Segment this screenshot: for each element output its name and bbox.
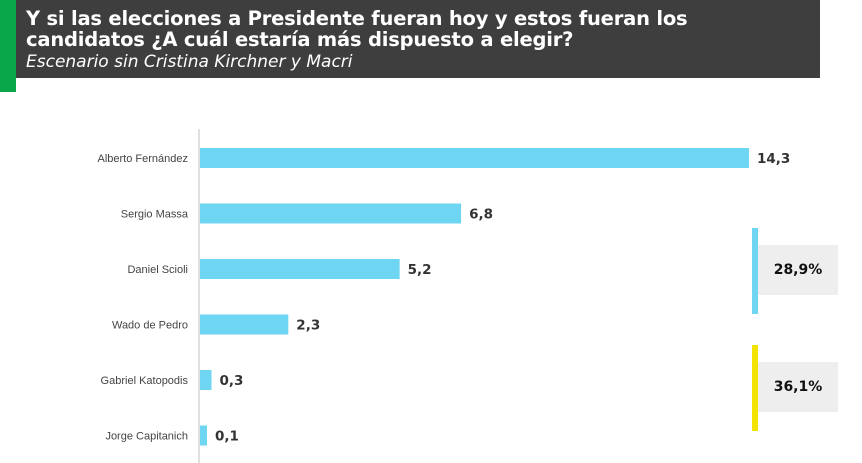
bar [200, 370, 212, 390]
bar [200, 259, 400, 279]
summary-value-yellow: 36,1% [773, 379, 823, 395]
value-label: 5,2 [408, 262, 432, 278]
category-label: Daniel Scioli [127, 264, 188, 276]
chart-subtitle: Escenario sin Cristina Kirchner y Macri [26, 52, 353, 72]
value-label: 0,3 [220, 373, 244, 389]
summary-accent-blue [752, 228, 758, 314]
value-label: 0,1 [215, 429, 239, 445]
value-label: 6,8 [469, 207, 493, 223]
title-line-1: Y si las elecciones a Presidente fueran … [26, 7, 688, 30]
category-label: Jorge Capitanich [105, 431, 188, 443]
category-label: Alberto Fernández [98, 153, 189, 165]
chart-title: Y si las elecciones a Presidente fueran … [26, 8, 820, 50]
bar [200, 314, 289, 335]
summary-box-yellow: 36,1% [752, 362, 838, 412]
category-label: Sergio Massa [121, 209, 189, 221]
bar [200, 203, 462, 224]
summary-box-blue: 28,9% [752, 245, 838, 295]
summary-value-blue: 28,9% [773, 262, 823, 278]
title-line-2: candidatos ¿A cuál estaría más dispuesto… [26, 28, 574, 51]
value-label: 2,3 [296, 318, 320, 334]
bar [200, 425, 207, 446]
summary-accent-yellow [752, 345, 758, 431]
category-label: Wado de Pedro [112, 320, 188, 332]
header-banner: Y si las elecciones a Presidente fueran … [16, 0, 820, 78]
value-label: 14,3 [757, 151, 790, 167]
bar [200, 148, 749, 168]
green-accent-bar [0, 0, 16, 92]
category-label: Gabriel Katopodis [101, 375, 189, 387]
